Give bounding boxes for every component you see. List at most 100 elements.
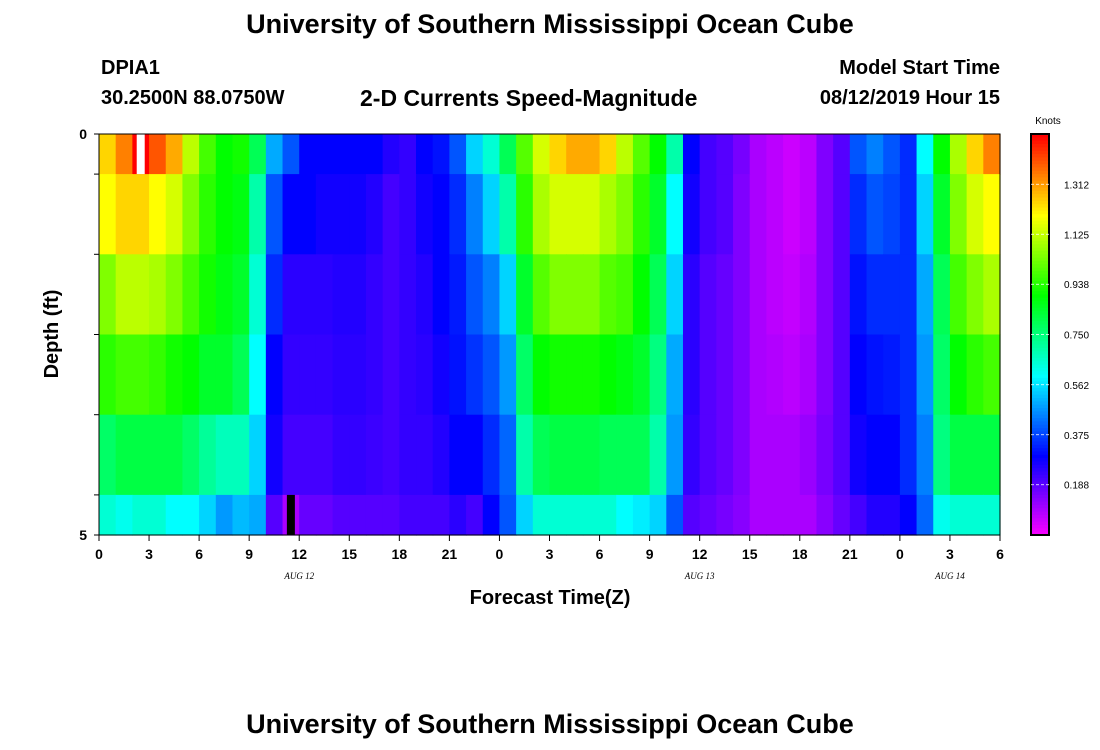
heatmap-cell: [666, 174, 684, 255]
heatmap-cell: [315, 254, 334, 336]
heatmap-cell: [165, 134, 184, 175]
heatmap-cell: [783, 174, 801, 255]
x-tick-label: 6: [996, 546, 1004, 562]
heatmap-cell: [566, 334, 584, 416]
heatmap-cell: [933, 174, 951, 255]
heatmap-cell: [532, 414, 551, 496]
colorbar-tick-label: 0.750: [1064, 331, 1089, 342]
marker-bar: [136, 134, 145, 175]
colorbar-band: [1031, 224, 1049, 229]
x-tick-label: 12: [692, 546, 708, 562]
heatmap-cell: [249, 334, 267, 416]
colorbar-band: [1031, 274, 1049, 279]
heatmap-cell: [332, 334, 350, 416]
heatmap-cell: [115, 134, 133, 175]
colorbar-band: [1031, 164, 1049, 169]
heatmap-cell: [799, 174, 818, 255]
heatmap-cell: [966, 134, 984, 175]
heatmap-cell: [599, 174, 617, 255]
heatmap-cell: [365, 334, 384, 416]
heatmap-cell: [783, 134, 801, 175]
heatmap-cell: [632, 494, 651, 536]
heatmap-cell: [983, 334, 1001, 416]
heatmap-cell: [916, 134, 934, 175]
y-axis: 05: [79, 126, 99, 543]
heatmap-cell: [849, 414, 868, 496]
colorbar-band: [1031, 357, 1049, 362]
colorbar-band: [1031, 478, 1049, 483]
heatmap-cell: [249, 414, 267, 496]
x-tick-label: 3: [145, 546, 153, 562]
heatmap-cell: [699, 414, 717, 496]
heatmap-cell: [616, 134, 634, 175]
heatmap-cell: [733, 134, 751, 175]
colorbar-band: [1031, 438, 1049, 443]
heatmap-cell: [566, 254, 584, 336]
heatmap-cell: [883, 254, 901, 336]
colorbar-band: [1031, 281, 1049, 285]
heatmap-cell: [416, 174, 434, 255]
heatmap-cell: [182, 494, 200, 536]
heatmap-cell: [282, 254, 300, 336]
heatmap-cell: [666, 334, 684, 416]
colorbar-tick-label: 0.938: [1064, 280, 1089, 291]
x-tick-label: 18: [392, 546, 408, 562]
colorbar-band: [1031, 147, 1049, 152]
heatmap-cell: [149, 134, 167, 175]
colorbar-band: [1031, 324, 1049, 329]
heatmap-cell: [582, 494, 601, 536]
colorbar-band: [1031, 461, 1049, 466]
heatmap-cell: [783, 494, 801, 536]
colorbar-band: [1031, 287, 1049, 292]
x-tick-label: 12: [291, 546, 307, 562]
colorbar-band: [1031, 444, 1049, 449]
colorbar-band: [1031, 411, 1049, 416]
colorbar-band: [1031, 474, 1049, 479]
heatmap-cell: [432, 174, 450, 255]
heatmap-cell: [349, 174, 367, 255]
heatmap-cell: [516, 494, 534, 536]
heatmap-cell: [149, 414, 167, 496]
heatmap-cell: [933, 334, 951, 416]
colorbar-band: [1031, 177, 1049, 182]
heatmap-cell: [816, 134, 834, 175]
x-tick-label: 9: [245, 546, 253, 562]
colorbar-band: [1031, 391, 1049, 396]
heatmap-cell: [566, 174, 584, 255]
colorbar-band: [1031, 524, 1049, 529]
colorbar-band: [1031, 207, 1049, 212]
colorbar-band: [1031, 361, 1049, 366]
heatmap-cell: [215, 254, 234, 336]
heatmap-cell: [949, 174, 968, 255]
date-labels: AUG 12 AUG 13 AUG 14: [283, 571, 965, 581]
heatmap-cell: [182, 134, 200, 175]
heatmap-cell: [149, 334, 167, 416]
colorbar-band: [1031, 210, 1049, 215]
heatmap-cell: [182, 174, 200, 255]
x-tick-label: 15: [742, 546, 758, 562]
x-tick-label: 0: [95, 546, 103, 562]
heatmap-cell: [682, 334, 701, 416]
heatmap-cell: [883, 174, 901, 255]
colorbar-band: [1031, 167, 1049, 172]
heatmap-cell: [849, 134, 868, 175]
heatmap-cell: [99, 334, 117, 416]
colorbar-band: [1031, 481, 1049, 486]
heatmap-cell: [966, 494, 984, 536]
heatmap-cell: [416, 254, 434, 336]
colorbar-band: [1031, 428, 1049, 433]
heatmap-cell: [699, 334, 717, 416]
heatmap-cell: [516, 254, 534, 336]
station-id: DPIA1: [101, 57, 160, 79]
heatmap-cell: [966, 414, 984, 496]
colorbar-band: [1031, 184, 1049, 189]
colorbar-band: [1031, 277, 1049, 282]
heatmap-cell: [416, 494, 434, 536]
heatmap-cell: [766, 414, 784, 496]
heatmap-cell: [299, 254, 317, 336]
heatmap-cell: [849, 254, 868, 336]
colorbar-band: [1031, 247, 1049, 252]
heatmap-cell: [215, 494, 234, 536]
heatmap-cell: [599, 134, 617, 175]
heatmap-cell: [499, 134, 517, 175]
